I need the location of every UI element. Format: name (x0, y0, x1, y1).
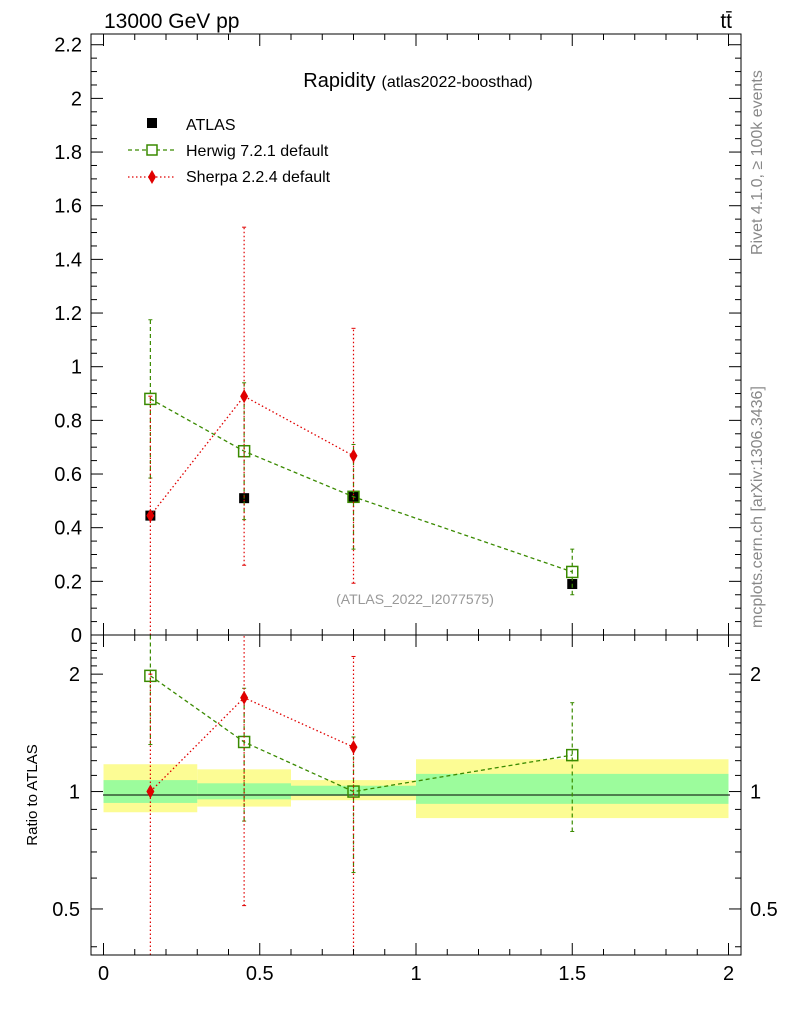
process-label: tt̄ (720, 10, 732, 33)
ratio-y-tick-label-right: 1 (750, 782, 761, 804)
x-tick-label: 1 (410, 963, 421, 985)
main-y-tick-label: 0.4 (54, 518, 82, 540)
main-y-tick-label: 0.6 (54, 464, 82, 486)
legend-label-atlas: ATLAS (186, 117, 236, 134)
ratio-herwig-point (144, 669, 157, 683)
ratio-sherpa-point (240, 690, 249, 705)
legend-marker-sherpa (148, 170, 156, 184)
analysis-watermark: (ATLAS_2022_I2077575) (336, 591, 494, 607)
legend-marker-atlas (147, 118, 157, 128)
rivet-version-label: Rivet 4.1.0, ≥ 100k events (749, 70, 766, 255)
main-y-tick-label: 0.2 (54, 571, 82, 593)
main-y-tick-label: 1.4 (54, 249, 82, 271)
ratio-herwig-point (566, 748, 579, 762)
main-herwig-point (144, 392, 157, 406)
mcplots-label: mcplots.cern.ch [arXiv:1306.3436] (749, 386, 766, 628)
main-y-tick-label: 1.6 (54, 196, 82, 218)
main-sherpa-line (149, 395, 354, 517)
ratio-sherpa-point (349, 740, 358, 755)
main-y-tick-label: 1 (71, 357, 82, 379)
main-y-tick-label: 0.8 (54, 410, 82, 432)
main-sherpa-point (240, 389, 249, 404)
legend: ATLAS Herwig 7.2.1 default Sherpa 2.2.4 … (128, 117, 331, 186)
ratio-panel-frame (90, 634, 742, 956)
x-tick-label: 1.5 (558, 963, 586, 985)
x-tick-label: 2 (723, 963, 734, 985)
ratio-y-tick-label: 2 (69, 664, 80, 686)
ratio-y-tick-label-right: 0.5 (750, 899, 778, 921)
legend-label-herwig: Herwig 7.2.1 default (186, 143, 329, 160)
main-panel: Rapidity (atlas2022-boosthad) (ATLAS_2022… (54, 33, 742, 647)
main-y-tick-label: 1.2 (54, 303, 82, 325)
legend-marker-herwig (146, 144, 158, 156)
ratio-panel: 0.5 0.5 1 1 2 2 0 0.5 1 1.5 2 Ratio to ATLAS (24, 634, 778, 985)
energy-label: 13000 GeV pp (104, 10, 239, 33)
main-y-tick-label: 2 (71, 88, 82, 110)
main-y-tick-label: 1.8 (54, 142, 82, 164)
ratio-y-tick-label-right: 2 (750, 664, 761, 686)
x-tick-label: 0 (98, 963, 109, 985)
x-tick-label: 0.5 (246, 963, 274, 985)
ratio-y-tick-label: 0.5 (52, 899, 80, 921)
main-herwig-line (150, 398, 573, 573)
ratio-herwig-line (150, 675, 573, 793)
plot-title: Rapidity (atlas2022-boosthad) (303, 70, 532, 92)
main-sherpa-point (146, 508, 155, 523)
ratio-axis-label: Ratio to ATLAS (24, 744, 41, 845)
ratio-sherpa-point (146, 784, 155, 799)
main-y-tick-label: 0 (71, 625, 82, 647)
main-y-tick-label: 2.2 (54, 35, 82, 57)
main-sherpa-point (349, 448, 358, 463)
main-herwig-point (566, 565, 579, 579)
ratio-y-tick-label: 1 (69, 782, 80, 804)
legend-label-sherpa: Sherpa 2.2.4 default (186, 169, 331, 186)
